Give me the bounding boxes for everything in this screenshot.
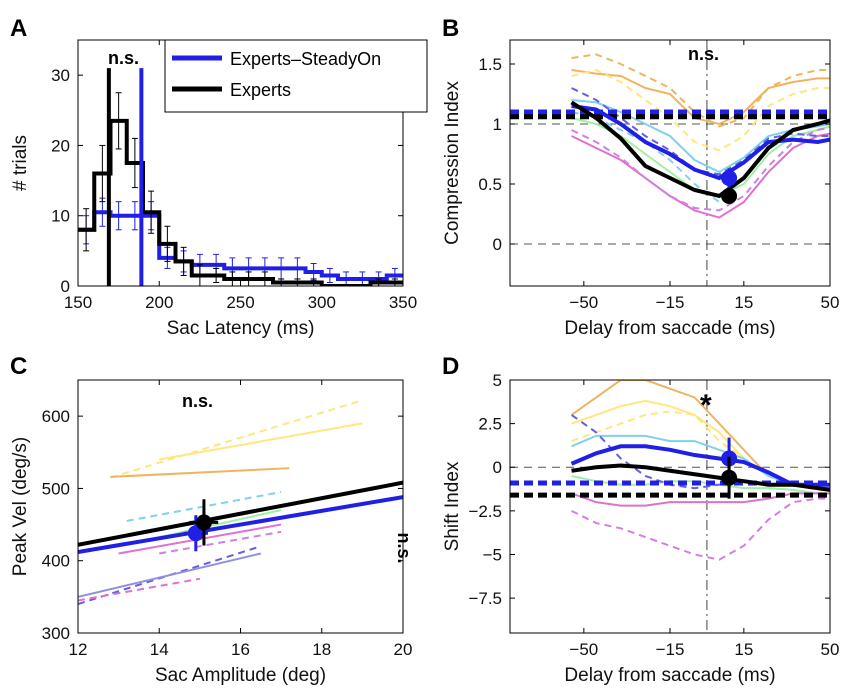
panel-a-ns-label: n.s. [108, 48, 139, 68]
y-tick-label: 20 [51, 136, 70, 155]
plot-frame-B [509, 39, 831, 287]
panel-c-ns-label-right: n.s. [394, 532, 414, 563]
y-tick-label: −2.5 [468, 502, 502, 521]
x-tick-label: 300 [308, 293, 336, 312]
x-tick-label: 20 [394, 640, 413, 659]
subject-curve [571, 53, 830, 128]
x-tick-label: 15 [734, 293, 753, 312]
y-tick-label: 0 [61, 277, 70, 296]
subject-curve [571, 68, 830, 152]
plot-area-D [510, 380, 830, 633]
y-tick-label: 0 [493, 235, 502, 254]
y-tick-label: 600 [42, 407, 70, 426]
subject-fit-line [110, 467, 290, 478]
y-tick-label: 300 [42, 624, 70, 643]
x-tick-label: 12 [69, 640, 88, 659]
panel-b-ns-label: n.s. [688, 44, 719, 64]
plot-area-B [510, 40, 830, 286]
subject-curve [571, 497, 830, 561]
y-axis-label-D: Shift Index [442, 461, 463, 551]
y-tick-label: 400 [42, 552, 70, 571]
subject-curve [571, 69, 830, 126]
panel-letter-a: A [10, 15, 27, 42]
x-tick-label: −15 [656, 640, 685, 659]
x-tick-label: 50 [821, 640, 840, 659]
panel-d-shift-index: −50 −15 15 50 −7.5 −5 −2.5 0 2.5 5 Delay from sacc… [442, 371, 839, 686]
legend-label-experts: Experts [230, 80, 291, 100]
y-tick-label: 30 [51, 66, 70, 85]
panel-a-histogram: 150 200 250 300 350 0 10 20 30 Sac Latency (ms) # … [10, 39, 417, 339]
y-tick-label: −5 [483, 545, 502, 564]
plot-frame-D [509, 379, 831, 634]
legend-box [164, 39, 428, 113]
summary-point [195, 514, 212, 531]
histogram-step-Experts–SteadyOn [78, 210, 403, 281]
subject-fit-line [78, 552, 262, 598]
subject-curve [571, 434, 830, 490]
x-tick-label: 250 [226, 293, 254, 312]
x-tick-label: 350 [389, 293, 417, 312]
x-tick-label: 15 [734, 640, 753, 659]
subject-curve [570, 414, 830, 490]
panel-d-significance-star: * [700, 389, 712, 422]
x-tick-label: 16 [231, 640, 250, 659]
summary-point [721, 170, 738, 186]
mean-curve-Experts [570, 100, 830, 199]
panel-c-main-sequence: 12 14 16 18 20 300 400 500 600 Sac Amplitude (deg… [10, 379, 413, 686]
legend: Experts–SteadyOn Experts [164, 39, 428, 113]
panel-c-ns-label-top: n.s. [182, 391, 213, 411]
subject-curve [571, 111, 830, 204]
plot-area-A [78, 68, 403, 286]
subject-fit-line [110, 399, 363, 479]
subject-curve [571, 132, 830, 219]
x-tick-label: 200 [145, 293, 173, 312]
y-tick-label: 0 [493, 458, 502, 477]
x-tick-label: −50 [569, 640, 598, 659]
x-tick-label: 50 [821, 293, 840, 312]
legend-label-steadyon: Experts–SteadyOn [230, 49, 381, 69]
panel-b-compression-index: −50 −15 15 50 0 0.5 1 1.5 Delay from saccade (ms… [442, 39, 840, 339]
x-tick-label: 18 [312, 640, 331, 659]
x-axis-label-C: Sac Amplitude (deg) [155, 665, 326, 686]
x-tick-label: 150 [64, 293, 92, 312]
histogram-step-Experts [78, 118, 403, 286]
y-tick-label: 500 [42, 479, 70, 498]
y-tick-label: 5 [493, 371, 502, 390]
x-axis-label-B: Delay from saccade (ms) [564, 318, 775, 339]
subject-fit-line [78, 577, 201, 602]
summary-point [721, 188, 738, 204]
subject-fit-line [78, 545, 262, 606]
panel-letter-b: B [442, 15, 459, 42]
y-tick-label: 10 [51, 207, 70, 226]
y-tick-label: 1.5 [478, 55, 502, 74]
panel-letter-c: C [10, 353, 27, 380]
mean-curve-Experts [571, 463, 830, 492]
x-tick-label: −15 [656, 293, 685, 312]
mean-curve-Experts–SteadyOn [571, 104, 830, 181]
y-tick-label: 1 [493, 115, 502, 134]
group-fit-line-Experts [78, 480, 403, 547]
subject-fit-line [159, 422, 363, 461]
y-tick-label: 2.5 [478, 415, 502, 434]
y-tick-label: −7.5 [468, 589, 502, 608]
y-axis-label-A: # trials [10, 135, 31, 191]
x-axis-label-D: Delay from saccade (ms) [564, 665, 775, 686]
group-fit-line-Experts–SteadyOn [78, 495, 403, 555]
summary-point [721, 469, 738, 486]
y-axis-label-C: Peak Vel (deg/s) [10, 437, 31, 576]
x-tick-label: −50 [569, 293, 598, 312]
panel-letter-d: D [442, 353, 459, 380]
plot-area-C [78, 399, 403, 606]
y-tick-label: 0.5 [478, 175, 502, 194]
x-axis-label-A: Sac Latency (ms) [167, 318, 315, 339]
x-tick-label: 14 [150, 640, 169, 659]
y-axis-label-B: Compression Index [442, 81, 463, 245]
subject-fit-line [159, 530, 282, 555]
